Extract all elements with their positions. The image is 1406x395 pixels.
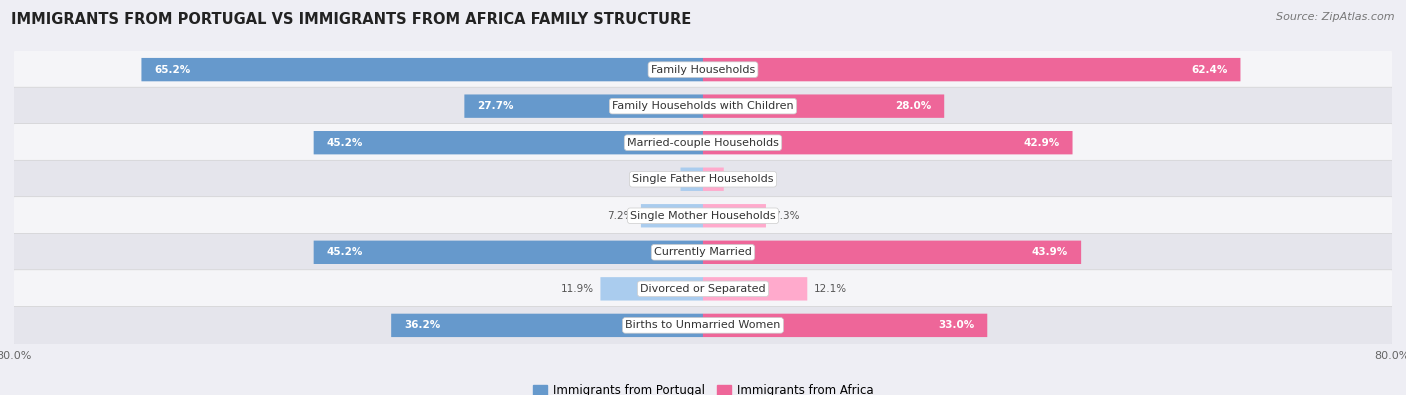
FancyBboxPatch shape (14, 51, 1392, 88)
FancyBboxPatch shape (14, 233, 1392, 271)
Text: 33.0%: 33.0% (938, 320, 974, 330)
Text: 42.9%: 42.9% (1024, 138, 1060, 148)
FancyBboxPatch shape (14, 160, 1392, 198)
FancyBboxPatch shape (464, 94, 703, 118)
Text: Currently Married: Currently Married (654, 247, 752, 257)
Text: 62.4%: 62.4% (1191, 65, 1227, 75)
FancyBboxPatch shape (14, 87, 1392, 125)
Text: Family Households: Family Households (651, 65, 755, 75)
Text: 65.2%: 65.2% (155, 65, 191, 75)
Text: 43.9%: 43.9% (1032, 247, 1069, 257)
FancyBboxPatch shape (703, 58, 1240, 81)
Text: Source: ZipAtlas.com: Source: ZipAtlas.com (1277, 12, 1395, 22)
Text: 12.1%: 12.1% (814, 284, 848, 294)
Text: Divorced or Separated: Divorced or Separated (640, 284, 766, 294)
Text: 28.0%: 28.0% (896, 101, 931, 111)
FancyBboxPatch shape (314, 131, 703, 154)
Text: 45.2%: 45.2% (326, 247, 363, 257)
FancyBboxPatch shape (641, 204, 703, 228)
FancyBboxPatch shape (600, 277, 703, 301)
FancyBboxPatch shape (703, 131, 1073, 154)
Text: 7.3%: 7.3% (773, 211, 799, 221)
FancyBboxPatch shape (703, 167, 724, 191)
FancyBboxPatch shape (142, 58, 703, 81)
Text: 36.2%: 36.2% (404, 320, 440, 330)
FancyBboxPatch shape (703, 204, 766, 228)
FancyBboxPatch shape (703, 94, 945, 118)
FancyBboxPatch shape (703, 314, 987, 337)
Text: 45.2%: 45.2% (326, 138, 363, 148)
Text: 2.4%: 2.4% (731, 174, 756, 184)
FancyBboxPatch shape (681, 167, 703, 191)
Legend: Immigrants from Portugal, Immigrants from Africa: Immigrants from Portugal, Immigrants fro… (529, 380, 877, 395)
FancyBboxPatch shape (703, 241, 1081, 264)
FancyBboxPatch shape (703, 277, 807, 301)
FancyBboxPatch shape (314, 241, 703, 264)
FancyBboxPatch shape (14, 270, 1392, 308)
FancyBboxPatch shape (391, 314, 703, 337)
Text: 27.7%: 27.7% (478, 101, 513, 111)
Text: 2.6%: 2.6% (647, 174, 673, 184)
Text: 7.2%: 7.2% (607, 211, 634, 221)
Text: Births to Unmarried Women: Births to Unmarried Women (626, 320, 780, 330)
Text: Single Father Households: Single Father Households (633, 174, 773, 184)
FancyBboxPatch shape (14, 307, 1392, 344)
Text: 11.9%: 11.9% (561, 284, 593, 294)
Text: Family Households with Children: Family Households with Children (612, 101, 794, 111)
Text: Married-couple Households: Married-couple Households (627, 138, 779, 148)
FancyBboxPatch shape (14, 197, 1392, 235)
Text: IMMIGRANTS FROM PORTUGAL VS IMMIGRANTS FROM AFRICA FAMILY STRUCTURE: IMMIGRANTS FROM PORTUGAL VS IMMIGRANTS F… (11, 12, 692, 27)
FancyBboxPatch shape (14, 124, 1392, 162)
Text: Single Mother Households: Single Mother Households (630, 211, 776, 221)
